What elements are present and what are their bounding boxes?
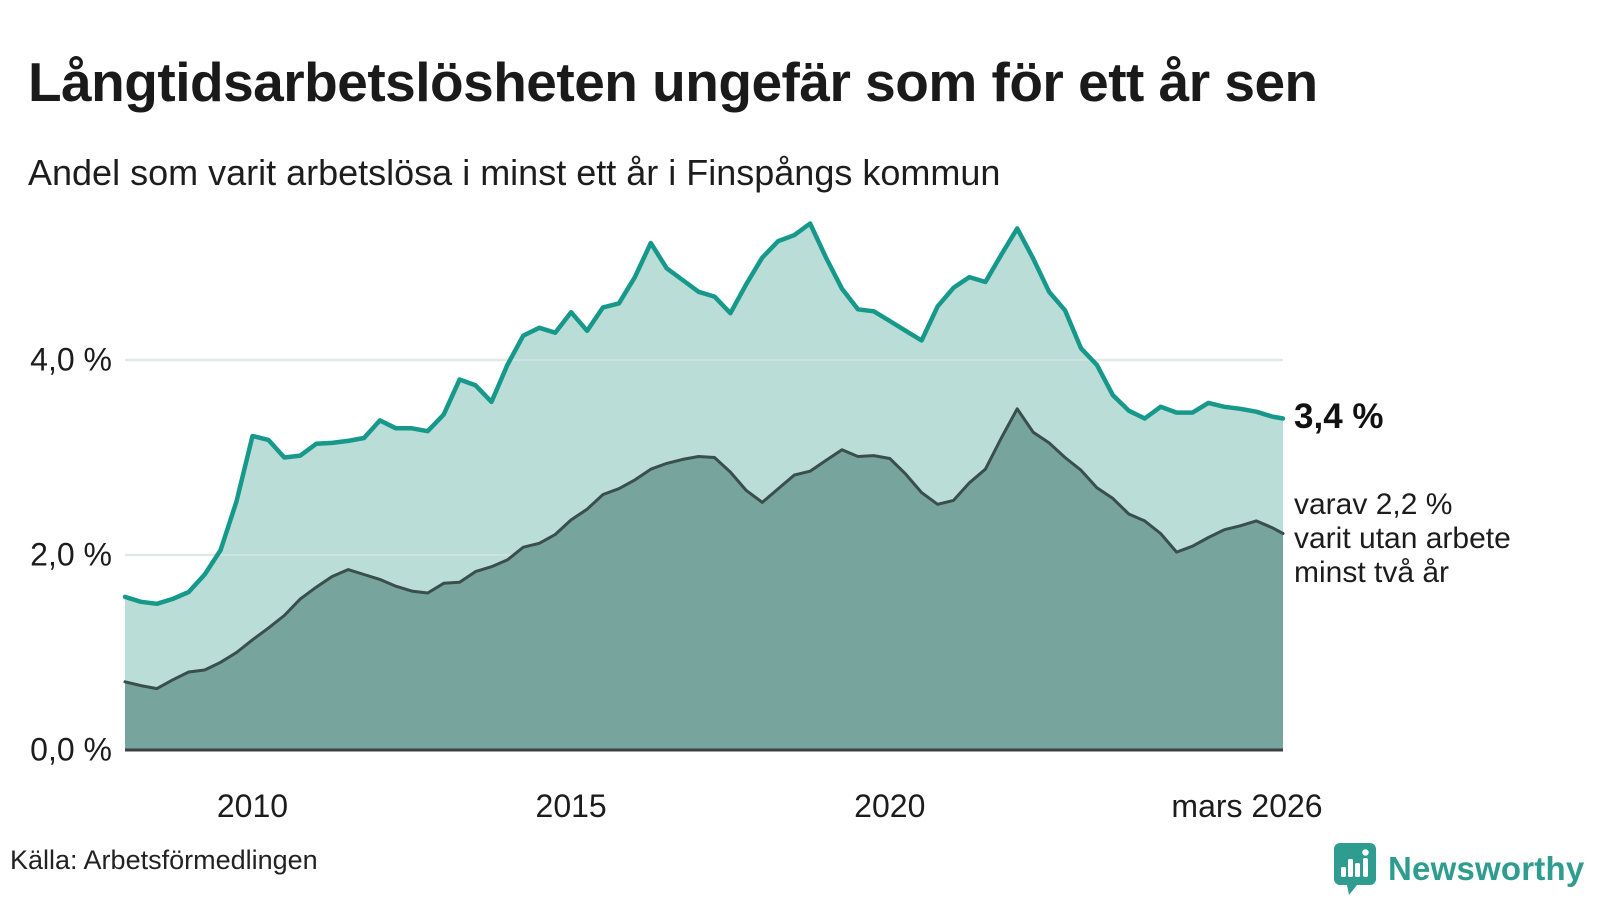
breakdown-line: minst två år bbox=[1294, 556, 1450, 589]
breakdown-label: varav 2,2 % varit utan arbete minst två … bbox=[1294, 488, 1511, 590]
chart-subtitle: Andel som varit arbetslösa i minst ett å… bbox=[28, 152, 1001, 193]
newsworthy-logo-text: Newsworthy bbox=[1388, 850, 1585, 887]
x-axis-tick: mars 2026 bbox=[1171, 788, 1323, 824]
y-axis-tick: 2,0 % bbox=[30, 536, 112, 573]
breakdown-line: varav 2,2 % bbox=[1294, 488, 1453, 521]
chart-title: Långtidsarbetslösheten ungefär som för e… bbox=[28, 50, 1318, 113]
x-axis-tick: 2015 bbox=[535, 788, 607, 824]
y-axis-tick: 4,0 % bbox=[30, 341, 112, 378]
x-axis-tick: 2010 bbox=[216, 788, 289, 824]
source-note: Källa: Arbetsförmedlingen bbox=[10, 845, 318, 875]
x-axis-tick: 2020 bbox=[854, 788, 926, 824]
latest-value-label: 3,4 % bbox=[1294, 397, 1384, 436]
breakdown-line: varit utan arbete bbox=[1294, 522, 1511, 555]
newsworthy-brand: Newsworthy bbox=[1332, 838, 1584, 900]
newsworthy-logo-icon bbox=[1334, 843, 1376, 895]
y-axis-tick: 0,0 % bbox=[30, 731, 112, 768]
